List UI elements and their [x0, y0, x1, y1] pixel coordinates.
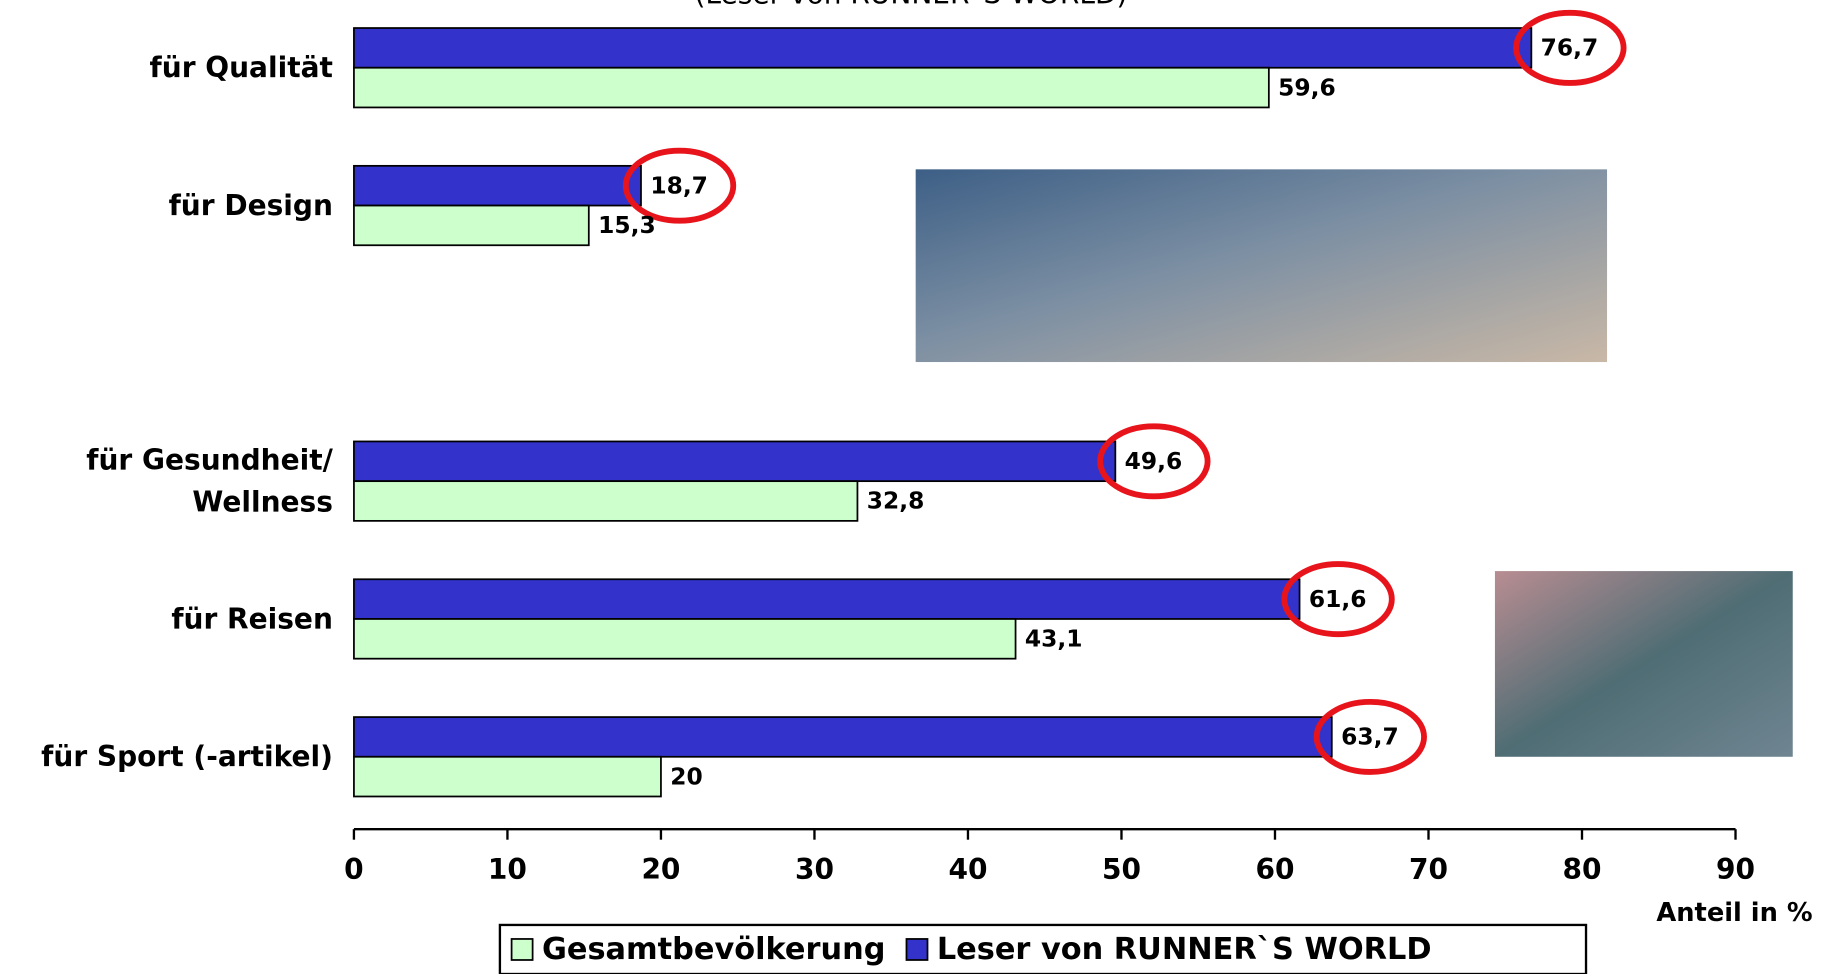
x-tick-label: 20 [641, 853, 680, 886]
bar [353, 480, 859, 522]
value-label: 15,3 [598, 211, 656, 239]
value-label: 18,7 [650, 171, 708, 199]
x-tick-label: 0 [344, 853, 364, 886]
bar [353, 755, 662, 798]
category-label-box: für Gesundheit/ Wellness [86, 443, 333, 519]
bar [353, 578, 1301, 620]
bar [353, 204, 590, 247]
bar [353, 440, 1117, 483]
bar [353, 164, 642, 207]
value-label: 20 [670, 762, 703, 790]
value-label: 76,7 [1541, 34, 1599, 62]
x-tick-label: 50 [1102, 853, 1141, 886]
legend-swatch [510, 938, 534, 961]
bar [353, 618, 1017, 660]
bar [353, 716, 1333, 758]
highlight-ellipse [1097, 423, 1211, 500]
y-category-label: für Reisen [171, 602, 333, 636]
x-tick-label: 30 [795, 853, 834, 886]
category-label-box: für Reisen [171, 602, 333, 636]
value-label: 43,1 [1025, 624, 1083, 652]
photo-runner-shoe [1494, 571, 1793, 757]
highlight-ellipse [622, 147, 737, 224]
highlight-ellipse [1313, 698, 1427, 775]
legend-label: Leser von RUNNER`S WORLD [937, 932, 1432, 967]
chart-subtitle: (Leser von RUNNER`S WORLD) [695, 0, 1128, 10]
x-tick-label: 90 [1716, 853, 1755, 886]
x-tick-label: 70 [1409, 853, 1448, 886]
x-tick-label: 40 [948, 853, 987, 886]
legend-label: Gesamtbevölkerung [542, 932, 886, 967]
photo-beach-runners [915, 169, 1608, 363]
legend-box [498, 923, 1588, 974]
value-label: 59,6 [1278, 73, 1336, 101]
x-tick-label: 60 [1255, 853, 1294, 886]
highlight-ellipse [1513, 9, 1627, 86]
y-category-label: für Qualität [149, 51, 333, 85]
value-label: 32,8 [867, 487, 925, 515]
highlight-ellipse [1281, 561, 1395, 638]
legend-swatch [905, 938, 929, 961]
x-axis-label: Anteil in % [1656, 898, 1812, 928]
y-category-label: für Sport (-artikel) [41, 740, 333, 774]
bar [353, 66, 1270, 109]
value-label: 49,6 [1125, 447, 1183, 475]
value-label: 63,7 [1341, 723, 1399, 751]
bar [353, 27, 1533, 69]
y-category-label: für Gesundheit/ Wellness [86, 443, 333, 519]
category-label-box: für Qualität [149, 51, 333, 85]
category-label-box: für Sport (-artikel) [41, 740, 333, 774]
y-category-label: für Design [168, 189, 333, 222]
value-label: 61,6 [1309, 585, 1367, 613]
x-tick-label: 80 [1563, 853, 1602, 886]
x-tick-label: 10 [488, 853, 527, 886]
category-label-box: für Design [168, 189, 333, 222]
